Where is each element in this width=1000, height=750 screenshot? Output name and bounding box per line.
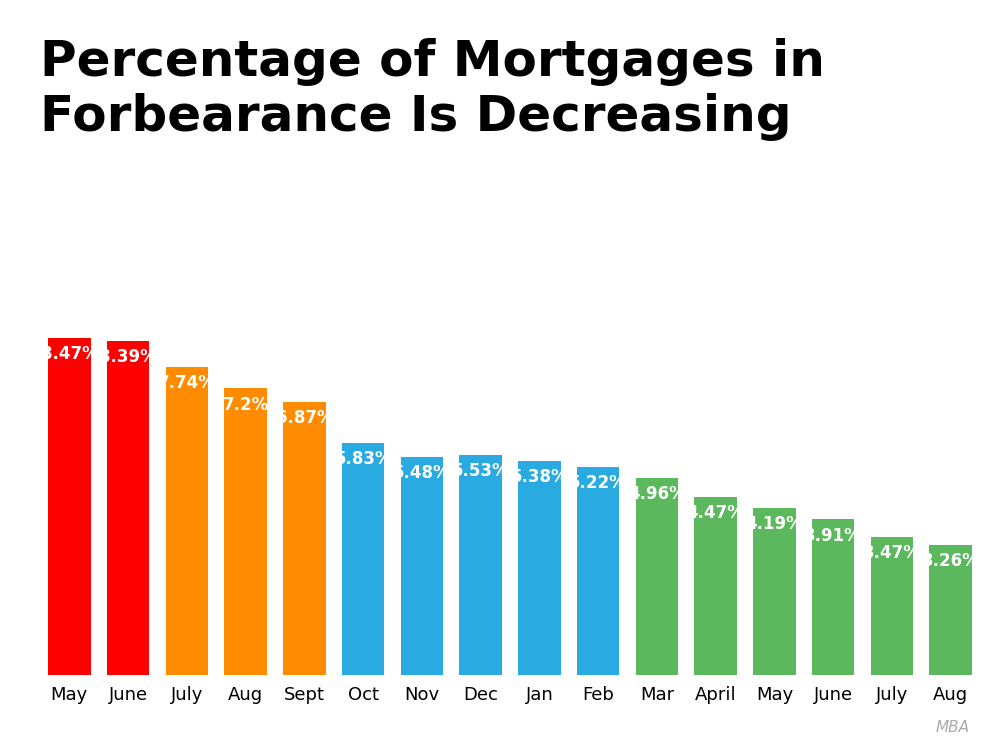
Bar: [753, 509, 796, 675]
Bar: [459, 455, 502, 675]
Text: 7.74%: 7.74%: [158, 374, 216, 392]
Bar: [107, 341, 149, 675]
Text: Percentage of Mortgages in
Forbearance Is Decreasing: Percentage of Mortgages in Forbearance I…: [40, 38, 825, 141]
Bar: [636, 478, 678, 675]
Bar: [694, 497, 737, 675]
Text: 3.26%: 3.26%: [922, 553, 980, 571]
Text: 3.91%: 3.91%: [804, 526, 862, 544]
Text: 6.87%: 6.87%: [276, 409, 333, 427]
Text: 5.38%: 5.38%: [511, 468, 568, 486]
Text: 8.39%: 8.39%: [99, 348, 157, 366]
Bar: [577, 467, 619, 675]
Bar: [48, 338, 91, 675]
Bar: [342, 443, 384, 675]
Text: 8.47%: 8.47%: [40, 345, 98, 363]
Bar: [812, 520, 854, 675]
Bar: [518, 461, 561, 675]
Bar: [929, 545, 972, 675]
Text: 7.2%: 7.2%: [222, 396, 269, 414]
Text: 5.22%: 5.22%: [569, 475, 627, 493]
Text: 5.48%: 5.48%: [393, 464, 451, 482]
Text: 4.47%: 4.47%: [687, 504, 745, 522]
Bar: [283, 401, 326, 675]
Text: 5.53%: 5.53%: [452, 462, 509, 480]
Bar: [871, 537, 913, 675]
Bar: [166, 367, 208, 675]
Bar: [401, 457, 443, 675]
Bar: [224, 388, 267, 675]
Text: 5.83%: 5.83%: [334, 450, 392, 468]
Text: 3.47%: 3.47%: [863, 544, 921, 562]
Text: 4.96%: 4.96%: [628, 484, 686, 502]
Text: MBA: MBA: [936, 720, 970, 735]
Text: 4.19%: 4.19%: [746, 515, 803, 533]
